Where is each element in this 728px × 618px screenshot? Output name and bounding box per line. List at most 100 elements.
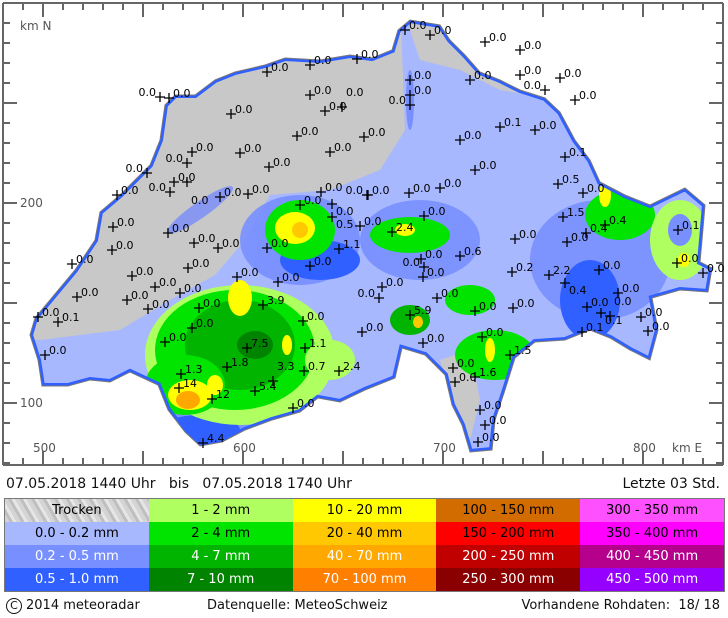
time-period: 07.05.2018 1440 Uhr bis 07.05.2018 1740 … <box>6 476 352 492</box>
station-value: 0.1 <box>586 321 604 334</box>
station-cross-icon <box>352 54 362 64</box>
station-value: 0.0 <box>282 271 300 284</box>
station-cross-icon <box>264 162 274 172</box>
station-value: 0.0 <box>414 69 432 82</box>
legend-entry: 20 - 40 mm <box>292 522 437 545</box>
station-cross-icon <box>164 93 174 103</box>
station-value: 0.0 <box>159 276 177 289</box>
station-marker: 1.1 <box>300 337 327 353</box>
station-cross-icon <box>250 386 260 396</box>
station-values: 0.0 0.0 0.0 0.0 0.0 0.0 0.0 0.0 0.0 0.0 0.0 0.0 0.0 0… <box>33 19 725 448</box>
station-marker: 0.0 <box>305 255 332 271</box>
station-value: 0.0 <box>428 205 446 218</box>
station-cross-icon <box>327 199 337 209</box>
station-marker: 0.0 <box>112 184 139 200</box>
station-marker: 0.0 <box>305 84 332 100</box>
station-value: 3.3 <box>277 360 295 373</box>
station-cross-icon <box>327 212 337 222</box>
station-cross-icon <box>182 177 192 187</box>
station-value: 0.0 <box>307 310 325 323</box>
station-marker: 0.0 <box>226 103 253 119</box>
station-cross-icon <box>470 165 480 175</box>
station-value: 14 <box>183 377 197 390</box>
station-value: 0.0 <box>479 300 497 313</box>
station-value: 0.0 <box>172 222 190 235</box>
station-value: 3.9 <box>267 294 285 307</box>
station-marker: 0.0 <box>143 298 170 314</box>
station-marker: 0.0 <box>508 297 535 313</box>
station-cross-icon <box>465 75 475 85</box>
station-marker: 0.2 <box>507 261 534 277</box>
station-marker: 1.1 <box>334 238 361 254</box>
station-cross-icon <box>160 337 170 347</box>
station-cross-icon <box>163 228 173 238</box>
station-value: 5.4 <box>259 380 277 393</box>
station-value: 0.4 <box>569 284 587 297</box>
station-value: 0.0 <box>539 119 557 132</box>
station-cross-icon <box>108 222 118 232</box>
station-value: 0.0 <box>314 84 332 97</box>
station-marker: 0.0 <box>139 86 165 102</box>
station-value: 0.0 <box>336 205 354 218</box>
station-value: 0.0 <box>235 103 253 116</box>
station-cross-icon <box>189 238 199 248</box>
station-marker: 0.0 <box>480 414 507 430</box>
station-cross-icon <box>262 67 272 77</box>
y-tick-label: 200 <box>20 196 43 210</box>
station-value: 0.0 <box>244 142 262 155</box>
station-cross-icon <box>334 244 344 254</box>
station-value: 5.9 <box>414 304 432 317</box>
station-value: 0.4 <box>609 214 627 227</box>
station-value: 0.0 <box>484 399 502 412</box>
station-cross-icon <box>418 338 428 348</box>
station-value: 0.0 <box>519 228 537 241</box>
station-value: 0.0 <box>191 194 209 207</box>
station-marker: 0.0 <box>243 183 270 199</box>
station-marker: 0.0 <box>480 31 507 47</box>
copyright: C 2014 meteoradar <box>6 598 140 614</box>
station-value: 0.0 <box>622 282 640 295</box>
station-marker: 1.8 <box>222 356 249 372</box>
station-marker: 0.0 <box>672 252 699 268</box>
station-marker: 0.0 <box>166 152 192 168</box>
station-cross-icon <box>577 327 587 337</box>
y-tick-label: 100 <box>20 396 43 410</box>
station-cross-icon <box>187 323 197 333</box>
station-marker: 0.0 <box>475 399 502 415</box>
station-value: 0.0 <box>196 141 214 154</box>
station-cross-icon <box>334 366 344 376</box>
station-value: 0.0 <box>425 248 443 261</box>
station-marker: 0.4 <box>581 222 608 238</box>
station-marker: 0.0 <box>235 142 262 158</box>
station-marker: 0.0 <box>325 141 352 157</box>
station-cross-icon <box>273 277 283 287</box>
station-cross-icon <box>636 312 646 322</box>
station-value: 0.0 <box>131 289 149 302</box>
station-value: 2.4 <box>343 360 361 373</box>
station-value: 0.0 <box>224 186 242 199</box>
station-value: 0.0 <box>427 332 445 345</box>
legend-entry: 40 - 70 mm <box>292 545 437 568</box>
station-cross-icon <box>596 308 606 318</box>
station-marker: 0.0 <box>613 282 640 298</box>
station-cross-icon <box>562 237 572 247</box>
station-marker: 0.0 <box>72 286 99 302</box>
station-value: 0.0 <box>603 259 621 272</box>
legend-entry: 4 - 7 mm <box>148 545 293 568</box>
station-value: 0.0 <box>479 159 497 172</box>
station-marker: 0.0 <box>33 306 60 322</box>
station-cross-icon <box>355 221 365 231</box>
station-marker: 0.0 <box>295 194 322 210</box>
station-marker: 14 <box>174 377 197 393</box>
station-cross-icon <box>215 192 225 202</box>
station-cross-icon <box>673 225 683 235</box>
station-cross-icon <box>292 131 302 141</box>
station-marker: 0.1 <box>53 311 80 327</box>
station-marker: 0.0 <box>605 295 632 321</box>
station-marker: 0.0 <box>510 228 537 244</box>
station-cross-icon <box>182 158 192 168</box>
station-value: 0.0 <box>482 431 500 444</box>
station-value: 0.0 <box>591 296 609 309</box>
station-marker: 0.0 <box>515 64 542 80</box>
station-value: 0.0 <box>564 67 582 80</box>
